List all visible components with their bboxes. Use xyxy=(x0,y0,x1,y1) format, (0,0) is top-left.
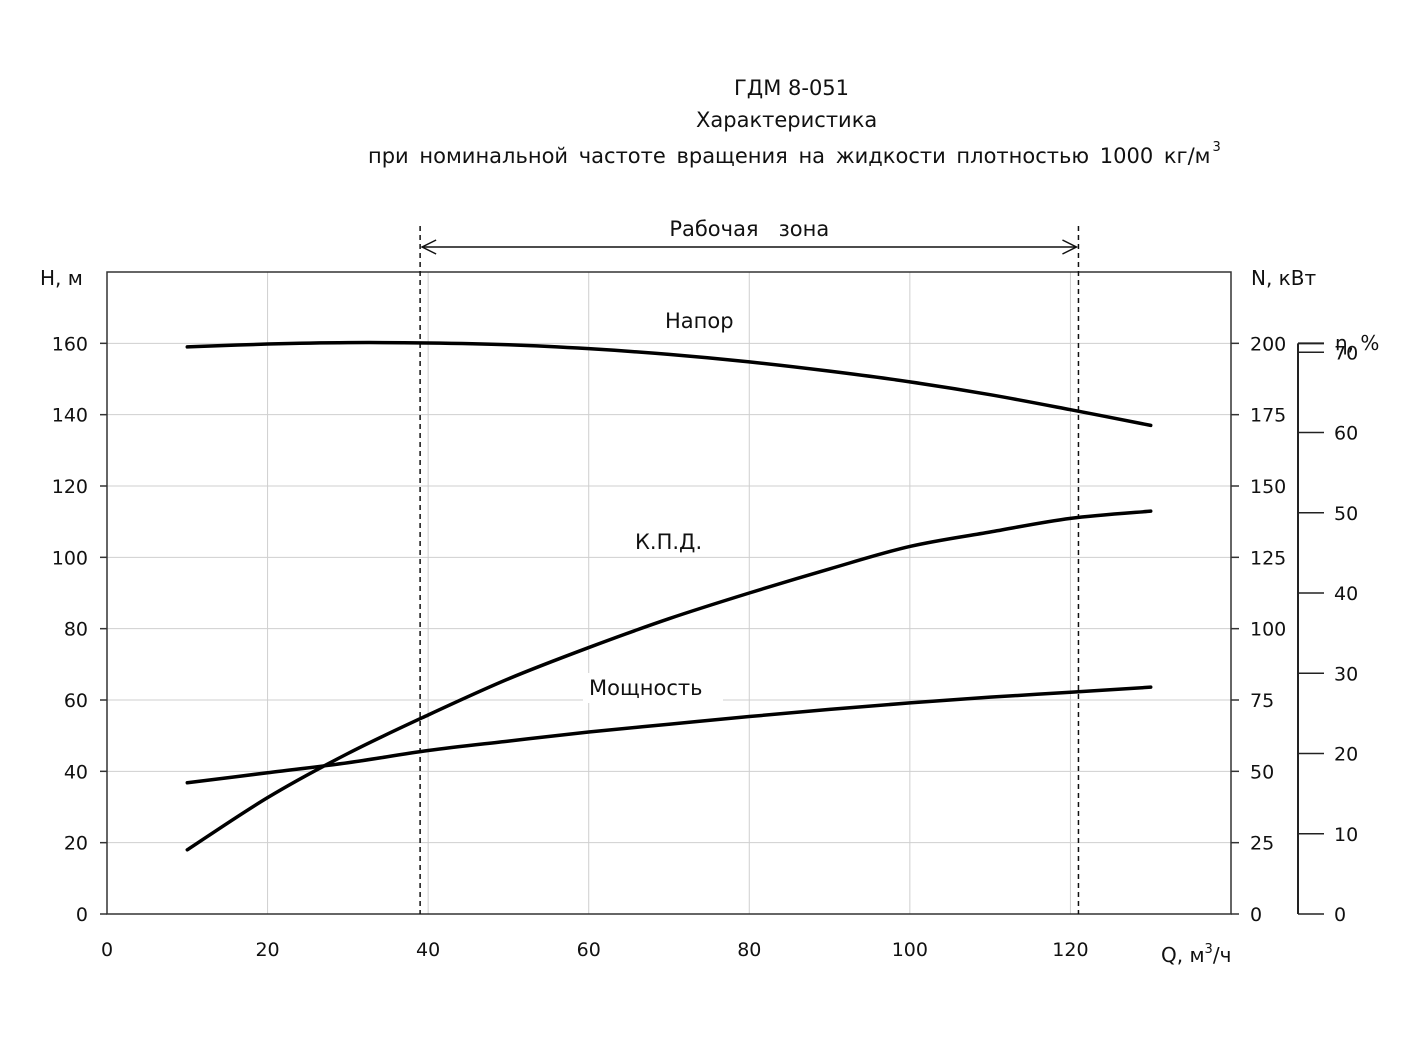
y-left-axis-label: H, м xyxy=(40,266,83,290)
y-eff-tick-label-20: 20 xyxy=(1334,744,1358,766)
series-line-мощность xyxy=(185,685,1153,785)
y-eff-tick-label-40: 40 xyxy=(1334,583,1358,605)
y-power-tick-label-50: 50 xyxy=(1250,761,1274,783)
labels: H, м N, кВт η, % Q, м3/ч Напор К.П.Д. Мощность xyxy=(40,266,1379,967)
y-left-tick-label-120: 120 xyxy=(52,476,88,498)
y-eff-axis-label: η, % xyxy=(1335,331,1379,355)
y-left-tick-label-20: 20 xyxy=(64,833,88,855)
y-power-tick-label-125: 125 xyxy=(1250,547,1286,569)
x-tick-label-120: 120 xyxy=(1052,939,1088,961)
chart-conditions-sup: 3 xyxy=(1212,140,1221,155)
x-axis-label-sup: 3 xyxy=(1205,942,1213,957)
x-axis-label-main: Q, м xyxy=(1161,943,1205,967)
y-left-tick-label-140: 140 xyxy=(52,405,88,427)
x-tick-label-40: 40 xyxy=(416,939,440,961)
y-left-tick-label-40: 40 xyxy=(64,761,88,783)
chart-conditions: при номинальной частоте вращения на жидк… xyxy=(368,140,1221,168)
x-tick-label-100: 100 xyxy=(892,939,928,961)
series-label-мощность: Мощность xyxy=(589,676,702,700)
plot-area-border xyxy=(106,271,1232,915)
series-label-bg-мощность xyxy=(583,673,723,703)
chart-title: ГДМ 8-051 xyxy=(734,76,850,100)
y-eff-tick-label-10: 10 xyxy=(1334,824,1358,846)
x-tick-label-60: 60 xyxy=(577,939,601,961)
grid xyxy=(107,272,1231,914)
y-power-tick-label-75: 75 xyxy=(1250,690,1274,712)
plot-frame xyxy=(106,271,1232,915)
y-eff-tick-label-30: 30 xyxy=(1334,663,1358,685)
series-line-напор xyxy=(185,340,1153,428)
y-left-tick-label-60: 60 xyxy=(64,690,88,712)
y-left-tick-label-80: 80 xyxy=(64,619,88,641)
chart-conditions-text: при номинальной частоте вращения на жидк… xyxy=(368,144,1211,168)
y-left-tick-label-160: 160 xyxy=(52,333,88,355)
y-eff-tick-label-50: 50 xyxy=(1334,503,1358,525)
working-zone-arrow-left xyxy=(420,239,437,255)
y-power-tick-label-100: 100 xyxy=(1250,619,1286,641)
y-left-tick-label-0: 0 xyxy=(76,904,88,926)
y-power-tick-label-25: 25 xyxy=(1250,833,1274,855)
y-left-tick-label-100: 100 xyxy=(52,547,88,569)
ticks: 0 20 40 60 80 100 1200204060801001201401600255… xyxy=(52,333,1358,961)
x-tick-label-20: 20 xyxy=(255,939,279,961)
x-axis-label-suffix: /ч xyxy=(1213,943,1232,967)
working-zone-arrow-right xyxy=(1062,239,1079,255)
x-tick-label-80: 80 xyxy=(737,939,761,961)
y-power-tick-label-200: 200 xyxy=(1250,333,1286,355)
y-eff-tick-label-0: 0 xyxy=(1334,904,1346,926)
x-axis-label: Q, м3/ч xyxy=(1161,942,1231,967)
series-line-к-п-д xyxy=(185,509,1153,852)
y-power-tick-label-175: 175 xyxy=(1250,405,1286,427)
series-label-напор: Напор xyxy=(665,309,734,333)
working-zone-label: Рабочая зона xyxy=(669,217,829,241)
curves xyxy=(185,340,1153,852)
series-label-к-п-д: К.П.Д. xyxy=(635,530,702,554)
y-power-tick-label-0: 0 xyxy=(1250,904,1262,926)
chart-subtitle: Характеристика xyxy=(696,108,878,132)
working-zone: Рабочая зона xyxy=(419,217,1080,914)
y-power-tick-label-150: 150 xyxy=(1250,476,1286,498)
y-eff-tick-label-60: 60 xyxy=(1334,423,1358,445)
x-tick-label-0: 0 xyxy=(101,939,113,961)
y-eff-tick-label-70: 70 xyxy=(1334,342,1358,364)
y-power-axis-label: N, кВт xyxy=(1251,266,1316,290)
